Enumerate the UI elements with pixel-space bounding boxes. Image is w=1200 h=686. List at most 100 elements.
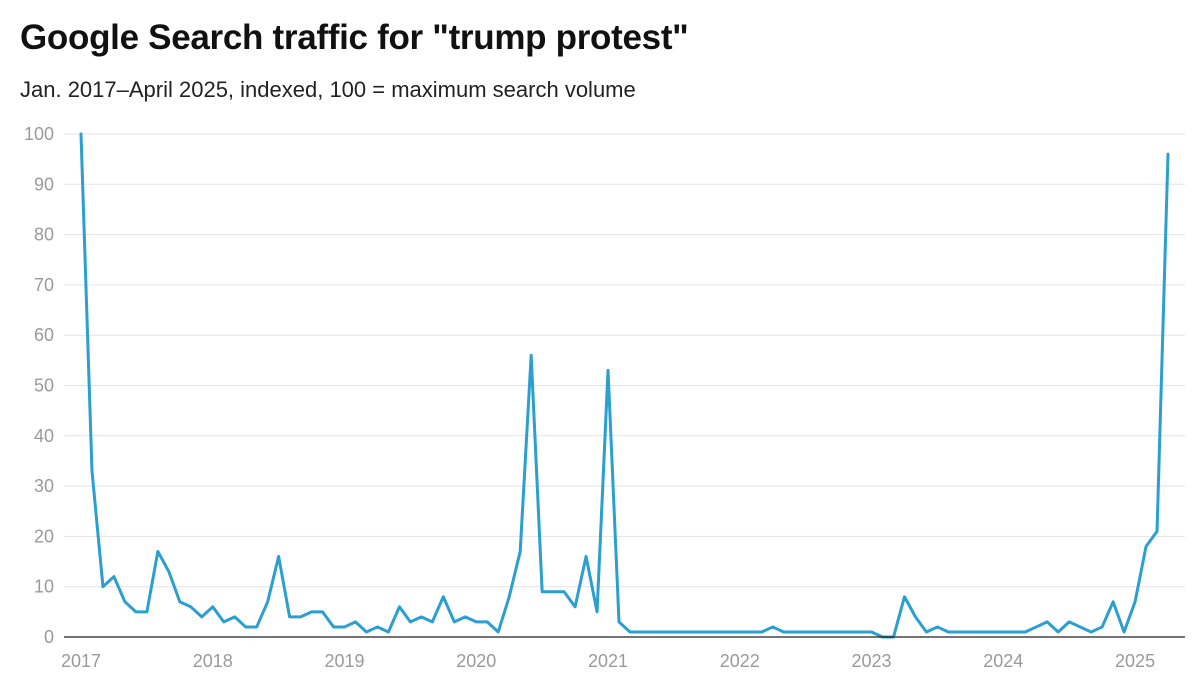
data-point-75 <box>903 595 906 598</box>
y-tick-label-90: 90 <box>34 174 54 194</box>
data-point-65 <box>793 630 796 634</box>
data-point-78 <box>936 625 939 629</box>
data-point-4 <box>123 600 127 603</box>
data-point-90 <box>1067 620 1071 624</box>
data-point-46 <box>584 555 588 558</box>
chart-title: Google Search traffic for "trump protest… <box>20 18 689 57</box>
data-point-56 <box>694 630 698 634</box>
data-point-98 <box>1155 530 1159 533</box>
data-point-68 <box>826 630 829 634</box>
data-point-14 <box>233 615 236 619</box>
y-tick-label-40: 40 <box>34 426 54 446</box>
data-point-1 <box>90 469 94 473</box>
y-tick-label-70: 70 <box>34 275 54 295</box>
data-point-13 <box>222 620 225 624</box>
data-point-60 <box>738 630 741 634</box>
data-point-64 <box>782 630 785 634</box>
data-point-59 <box>727 630 731 634</box>
data-point-27 <box>376 625 379 629</box>
data-point-21 <box>310 610 313 614</box>
data-point-82 <box>980 630 983 634</box>
chart-subtitle: Jan. 2017–April 2025, indexed, 100 = max… <box>20 77 636 102</box>
data-point-55 <box>683 630 687 634</box>
data-point-39 <box>508 595 511 598</box>
data-point-19 <box>288 615 291 619</box>
data-point-92 <box>1089 630 1093 634</box>
data-point-81 <box>969 630 972 634</box>
data-point-28 <box>387 630 390 634</box>
data-point-12 <box>211 605 214 609</box>
y-axis-tick-labels: 0 10 20 30 40 50 60 70 80 90 100 <box>24 124 54 647</box>
data-point-26 <box>365 630 368 634</box>
data-point-9 <box>178 600 182 603</box>
data-point-6 <box>145 610 149 614</box>
data-point-31 <box>420 615 423 619</box>
data-point-20 <box>299 615 302 619</box>
y-tick-label-30: 30 <box>34 476 54 496</box>
data-point-43 <box>551 590 555 593</box>
data-point-69 <box>837 630 840 634</box>
data-point-38 <box>497 630 500 634</box>
y-tick-label-10: 10 <box>34 577 54 597</box>
data-point-77 <box>925 630 928 634</box>
data-point-41 <box>529 354 533 357</box>
data-point-5 <box>134 610 138 614</box>
data-point-94 <box>1111 600 1115 603</box>
data-point-49 <box>617 620 621 624</box>
data-point-50 <box>628 630 632 634</box>
data-point-2 <box>101 585 105 588</box>
data-point-18 <box>277 555 280 558</box>
data-point-30 <box>409 620 412 624</box>
data-point-8 <box>167 570 171 573</box>
data-point-67 <box>815 630 818 634</box>
data-point-10 <box>189 605 192 609</box>
data-point-42 <box>540 590 544 593</box>
data-point-47 <box>595 610 599 614</box>
x-tick-label-2025: 2025 <box>1115 651 1155 671</box>
series-layer <box>79 132 1170 639</box>
x-tick-label-2023: 2023 <box>852 651 892 671</box>
data-point-7 <box>156 550 160 553</box>
data-point-17 <box>266 600 269 603</box>
data-point-57 <box>705 630 709 634</box>
data-point-70 <box>848 630 851 634</box>
x-tick-label-2024: 2024 <box>983 651 1023 671</box>
data-point-11 <box>200 615 203 619</box>
data-point-25 <box>354 620 357 624</box>
data-point-33 <box>442 595 445 598</box>
x-tick-label-2017: 2017 <box>61 651 101 671</box>
y-tick-label-0: 0 <box>44 627 54 647</box>
data-point-3 <box>112 575 116 578</box>
data-point-61 <box>749 630 752 634</box>
data-point-95 <box>1122 630 1126 634</box>
data-point-52 <box>650 630 654 634</box>
x-tick-label-2022: 2022 <box>720 651 760 671</box>
data-point-16 <box>255 625 258 629</box>
data-point-99 <box>1166 152 1170 156</box>
x-tick-label-2020: 2020 <box>456 651 496 671</box>
data-point-53 <box>661 630 665 634</box>
data-point-72 <box>870 630 873 634</box>
data-point-80 <box>958 630 961 634</box>
data-point-76 <box>914 615 917 619</box>
y-tick-label-100: 100 <box>24 124 54 144</box>
data-point-89 <box>1057 630 1060 634</box>
data-point-93 <box>1100 625 1104 629</box>
data-point-0 <box>79 132 83 136</box>
data-point-51 <box>639 630 643 634</box>
data-point-83 <box>991 630 994 634</box>
x-tick-label-2021: 2021 <box>588 651 628 671</box>
data-point-45 <box>573 605 577 609</box>
data-point-35 <box>464 615 467 619</box>
data-point-71 <box>859 630 862 634</box>
data-point-37 <box>486 620 489 624</box>
data-point-86 <box>1024 630 1027 634</box>
data-point-79 <box>947 630 950 634</box>
data-point-62 <box>760 630 763 634</box>
data-point-29 <box>398 605 401 609</box>
y-tick-label-50: 50 <box>34 376 54 396</box>
data-point-97 <box>1144 545 1148 548</box>
y-tick-label-80: 80 <box>34 225 54 245</box>
data-point-48 <box>606 369 610 372</box>
